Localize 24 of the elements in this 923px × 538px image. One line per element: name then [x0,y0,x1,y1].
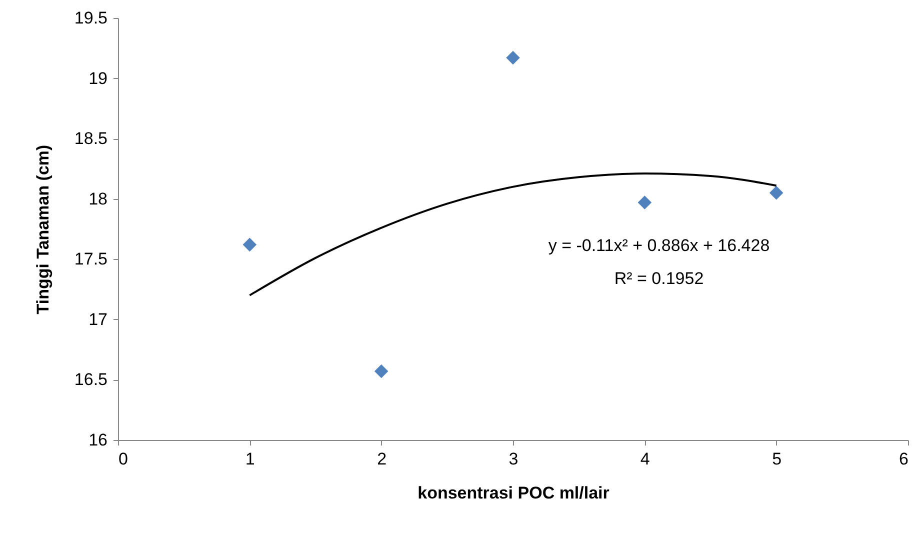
point [374,364,388,378]
y-tick-label: 19 [88,68,108,88]
y-tick-label: 17 [88,310,108,329]
y-tick-label: 16.5 [74,370,108,390]
y-tick-label: 18.5 [74,129,108,148]
point [242,238,257,252]
y-axis-title: Tinggi Tanaman (cm) [33,144,52,314]
y-tick-label: 16 [88,430,108,450]
x-axis-title: konsentrasi POC ml/lair [418,484,610,502]
y-tick-label: 18 [88,189,108,208]
point [506,50,520,65]
point [638,196,652,210]
x-tick-label: 3 [508,450,518,468]
y-tick-label: 19.5 [74,8,108,28]
annotation: y = -0.11x² + 0.886x + 16.428 [548,236,770,255]
x-tick-label: 4 [640,450,650,468]
y-tick-label: 17.5 [74,250,108,269]
annotation: R² = 0.1952 [614,269,704,288]
x-tick-label: 0 [118,450,128,468]
x-tick-label: 2 [377,450,387,468]
x-tick-label: 5 [772,450,782,468]
x-tick-label: 1 [245,450,255,468]
point [769,186,784,200]
x-tick-label: 6 [899,450,908,468]
